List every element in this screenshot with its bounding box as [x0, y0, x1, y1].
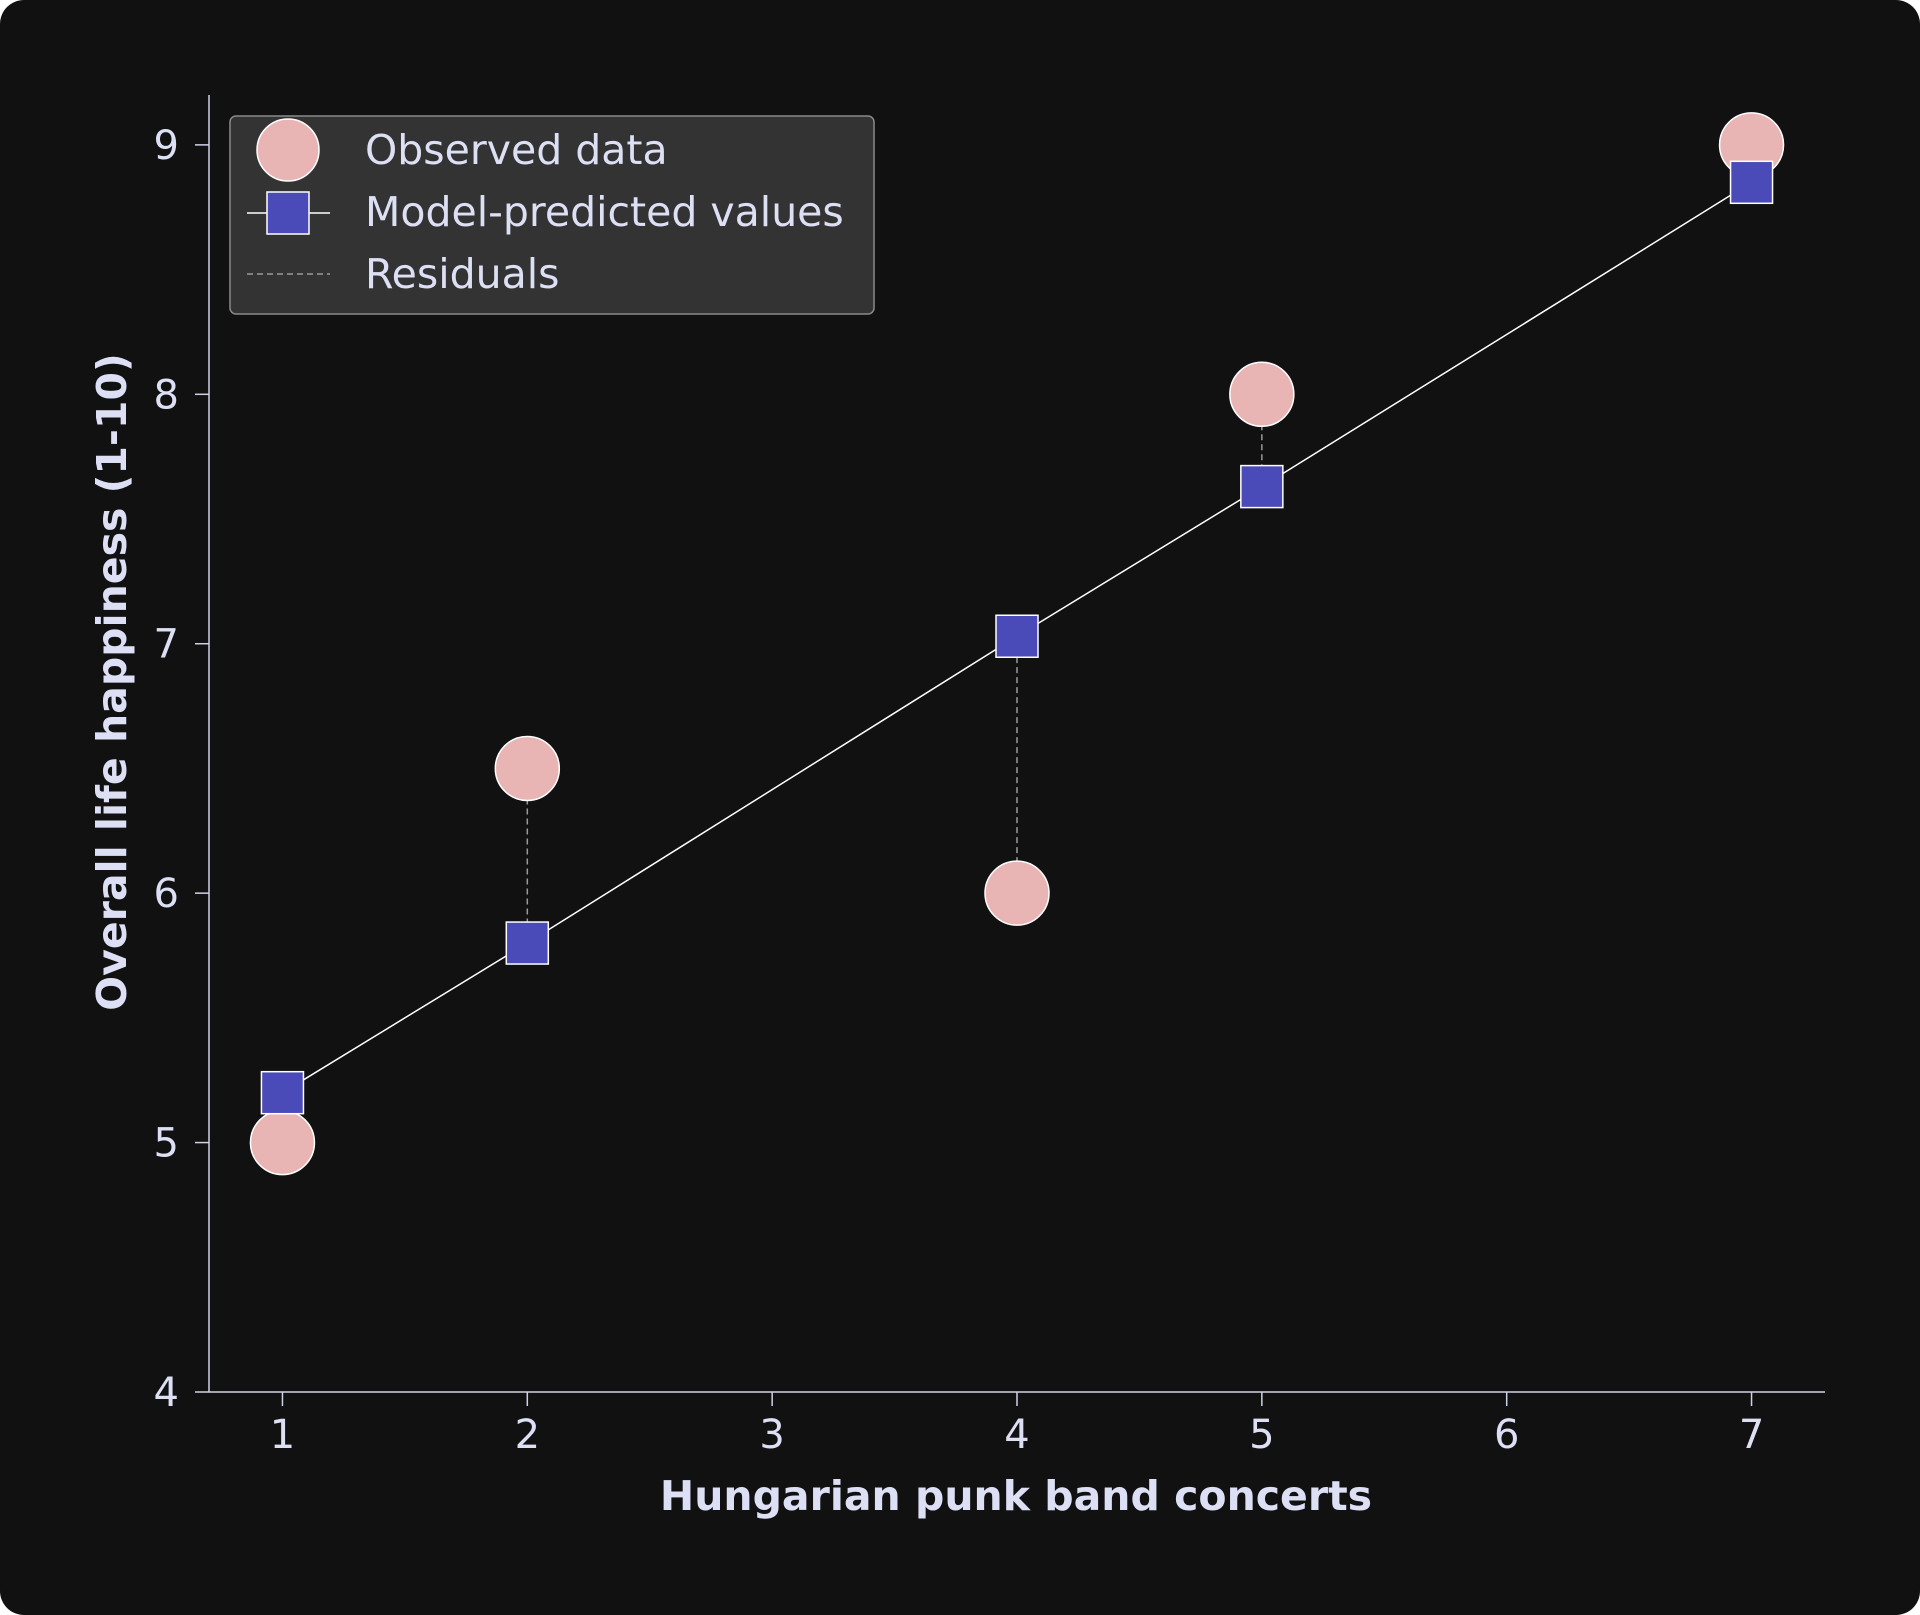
x-tick-label: 5: [1249, 1412, 1274, 1458]
observed-point: [984, 860, 1050, 926]
legend-residuals-label: Residuals: [365, 250, 560, 298]
predicted-point: [1240, 464, 1284, 509]
x-tick-label: 7: [1739, 1412, 1764, 1458]
legend-observed-marker: [256, 118, 320, 182]
y-tick-label: 6: [154, 871, 179, 917]
y-tick-label: 9: [154, 123, 179, 169]
y-tick-label: 5: [154, 1121, 179, 1167]
predicted-point: [1729, 160, 1774, 205]
y-tick-label: 7: [154, 622, 179, 668]
y-tick-label: 4: [154, 1370, 179, 1416]
observed-point: [1229, 361, 1295, 428]
legend-model-marker: [266, 191, 310, 235]
predicted-point: [260, 1070, 305, 1115]
x-tick-label: 1: [270, 1412, 295, 1458]
legend-box: [229, 115, 875, 315]
legend-observed-label: Observed data: [365, 126, 668, 174]
x-axis-title: Hungarian punk band concerts: [660, 1472, 1372, 1520]
x-tick-label: 3: [759, 1412, 784, 1458]
y-axis-title: Overall life happiness (1-10): [88, 353, 136, 1010]
legend: Observed data Model-predicted values Res…: [229, 115, 875, 315]
predicted-points: [260, 160, 1774, 1115]
observed-point: [494, 735, 561, 802]
x-tick-label: 2: [515, 1412, 540, 1458]
observed-points: [249, 112, 1785, 1176]
y-tick-label: 8: [154, 372, 179, 418]
predicted-point: [995, 614, 1039, 658]
observed-point: [249, 1109, 316, 1176]
x-tick-label: 4: [1004, 1412, 1029, 1458]
x-tick-label: 6: [1494, 1412, 1519, 1458]
axes: 1 2 3 4 5 6 7 4 5 6 7 8 9: [154, 95, 1825, 1458]
legend-model-label: Model-predicted values: [365, 188, 844, 236]
predicted-point: [505, 921, 550, 965]
